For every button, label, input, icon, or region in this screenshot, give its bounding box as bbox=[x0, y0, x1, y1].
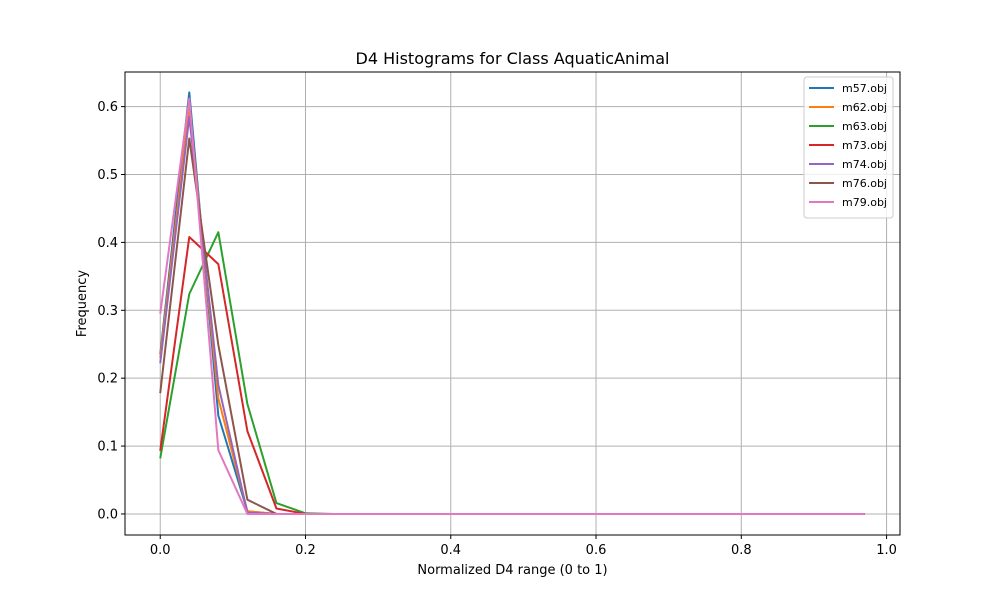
y-tick-label: 0.1 bbox=[97, 440, 118, 455]
plot-frame bbox=[124, 71, 901, 536]
y-axis-title: Frequency bbox=[75, 270, 90, 337]
y-tick-label: 0.4 bbox=[97, 236, 118, 251]
y-tick-label: 0.2 bbox=[97, 372, 118, 387]
x-axis: 0.0 0.2 0.4 0.6 0.8 1.0 bbox=[150, 535, 897, 558]
legend-label: m79.obj bbox=[842, 196, 887, 209]
legend: m57.obj m62.obj m63.obj m73.obj m74.obj m76.o… bbox=[803, 76, 894, 219]
series-line-m79-obj bbox=[159, 97, 865, 515]
legend-label: m76.obj bbox=[842, 177, 887, 190]
legend-label: m74.obj bbox=[842, 158, 887, 171]
x-tick-label: 0.2 bbox=[295, 543, 316, 558]
y-tick-label: 0.3 bbox=[97, 304, 118, 319]
x-tick-label: 0.4 bbox=[440, 543, 461, 558]
y-axis: 0.0 0.1 0.2 0.3 0.4 0.5 0.6 bbox=[97, 100, 125, 522]
legend-label: m62.obj bbox=[842, 101, 887, 114]
chart-title: D4 Histograms for Class AquaticAnimal bbox=[356, 49, 670, 68]
legend-label: m63.obj bbox=[842, 120, 887, 133]
y-tick-label: 0.6 bbox=[97, 100, 118, 115]
legend-label: m57.obj bbox=[842, 82, 887, 95]
y-tick-label: 0.5 bbox=[97, 168, 118, 183]
legend-label: m73.obj bbox=[842, 139, 887, 152]
x-tick-label: 0.0 bbox=[150, 543, 171, 558]
y-tick-label: 0.0 bbox=[97, 507, 118, 522]
series-layer bbox=[159, 91, 865, 515]
x-tick-label: 0.8 bbox=[731, 543, 752, 558]
x-tick-label: 0.6 bbox=[586, 543, 607, 558]
x-tick-label: 1.0 bbox=[876, 543, 897, 558]
x-axis-title: Normalized D4 range (0 to 1) bbox=[417, 563, 607, 578]
